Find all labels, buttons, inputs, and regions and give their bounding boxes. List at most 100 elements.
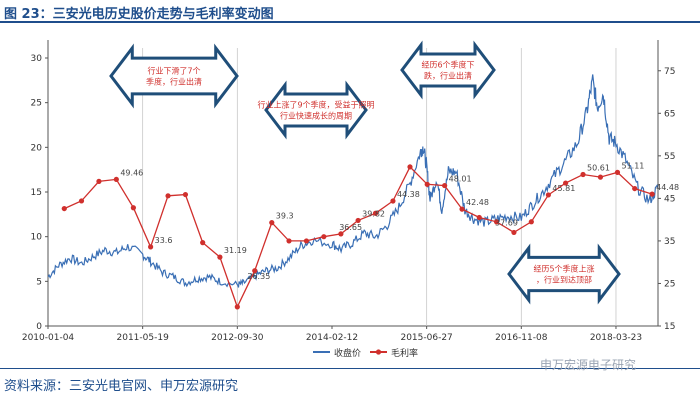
x-axis-tick-label: 2015-06-27 bbox=[400, 333, 452, 343]
margin-marker bbox=[182, 191, 189, 198]
x-axis-tick-label: 2016-11-08 bbox=[495, 333, 548, 343]
x-axis-tick-label: 2018-03-23 bbox=[590, 333, 642, 343]
margin-marker bbox=[217, 254, 223, 260]
price-series bbox=[48, 74, 658, 288]
margin-marker bbox=[632, 185, 638, 192]
title-bar: 图 23：三安光电历史股价走势与毛利率变动图 bbox=[0, 0, 700, 23]
double-arrow-shape bbox=[264, 80, 368, 140]
data-label: 45.81 bbox=[552, 184, 575, 193]
annotation-text: 经历6个季度下 bbox=[421, 60, 474, 70]
data-label: 26.35 bbox=[247, 272, 270, 281]
annotation-text: 跌，行业出清 bbox=[424, 71, 472, 81]
left-axis-tick-label: 0 bbox=[36, 322, 42, 332]
data-label: 36.65 bbox=[339, 223, 362, 232]
source-divider bbox=[0, 368, 700, 369]
margin-marker bbox=[148, 244, 154, 250]
price-line bbox=[48, 74, 658, 288]
right-axis-tick-label: 75 bbox=[664, 67, 675, 77]
data-label: 33.6 bbox=[155, 236, 173, 245]
margin-marker bbox=[78, 198, 85, 204]
margin-marker bbox=[200, 240, 206, 246]
data-label: 50.61 bbox=[587, 164, 610, 173]
chart-legend: 收盘价 毛利率 bbox=[313, 347, 418, 359]
margin-marker bbox=[113, 176, 119, 183]
margin-marker bbox=[269, 220, 275, 226]
right-axis-tick-label: 65 bbox=[664, 109, 675, 119]
data-label: 39.3 bbox=[276, 212, 294, 221]
price-margin-chart: 0 5 10 15 20 25 30 15 25 35 45 55 65 75 2010-01-04 2011… bbox=[22, 40, 679, 359]
margin-marker bbox=[130, 205, 136, 211]
margin-marker bbox=[407, 164, 413, 170]
margin-marker bbox=[252, 268, 258, 274]
x-axis-tick-label: 2014-02-12 bbox=[306, 333, 358, 343]
margin-marker bbox=[614, 169, 621, 175]
source-note: 资料来源：三安光电官网、申万宏源研究 bbox=[4, 379, 239, 394]
double-arrow-shape bbox=[109, 43, 239, 109]
margin-marker bbox=[165, 193, 171, 199]
margin-marker bbox=[372, 210, 379, 216]
margin-marker bbox=[338, 231, 344, 237]
double-arrow-shape bbox=[507, 243, 621, 305]
margin-marker bbox=[649, 191, 655, 197]
margin-marker bbox=[286, 238, 292, 244]
margin-series bbox=[61, 164, 655, 310]
data-label: 44.48 bbox=[656, 183, 679, 192]
annotation-text: 经历5个季度上涨 bbox=[533, 264, 594, 274]
x-axis-tick-label: 2012-09-30 bbox=[211, 333, 264, 343]
data-label: 49.46 bbox=[120, 168, 143, 177]
left-axis-tick-label: 5 bbox=[36, 277, 42, 287]
margin-marker bbox=[303, 238, 310, 244]
right-axis-tick-label: 25 bbox=[664, 279, 675, 289]
left-axis-tick-label: 25 bbox=[31, 99, 42, 109]
annotation-arrow-4: 经历5个季度上涨，行业到达顶部 bbox=[507, 243, 621, 305]
right-axis-tick-label: 55 bbox=[664, 152, 675, 162]
margin-marker bbox=[424, 181, 430, 187]
margin-marker bbox=[563, 180, 569, 186]
margin-marker bbox=[442, 182, 448, 189]
x-axis-tick-label: 2011-05-19 bbox=[117, 333, 170, 343]
chart-title: 图 23：三安光电历史股价走势与毛利率变动图 bbox=[4, 7, 274, 22]
margin-marker bbox=[580, 171, 586, 178]
margin-marker bbox=[96, 178, 102, 184]
data-label: 51.11 bbox=[621, 161, 644, 170]
data-label: 44.38 bbox=[397, 190, 420, 199]
margin-marker bbox=[511, 229, 517, 236]
right-axis-tick-label: 45 bbox=[664, 194, 675, 204]
margin-marker bbox=[234, 304, 240, 310]
legend-margin-marker bbox=[375, 349, 382, 355]
left-axis-tick-label: 10 bbox=[31, 233, 43, 243]
data-labels: 26.35 36.65 37.69 49.46 33.6 31.19 39.3 39.82 44… bbox=[120, 161, 679, 281]
annotation-text: 行业上涨了9个季度，受益于照明 bbox=[257, 100, 374, 110]
annotation-text: 季度，行业出清 bbox=[146, 77, 202, 87]
margin-marker bbox=[390, 198, 396, 204]
margin-marker bbox=[545, 192, 551, 198]
right-axis-tick-label: 35 bbox=[664, 237, 675, 247]
margin-marker bbox=[597, 174, 604, 180]
margin-marker bbox=[355, 217, 361, 224]
annotation-text: 行业快速成长的周期 bbox=[280, 111, 352, 121]
data-label: 42.48 bbox=[466, 198, 489, 207]
left-axis-tick-label: 30 bbox=[31, 54, 43, 64]
annotation-arrows: 行业下滑了7个季度，行业出清行业上涨了9个季度，受益于照明行业快速成长的周期经历… bbox=[109, 40, 621, 305]
annotation-text: ，行业到达顶部 bbox=[536, 275, 592, 285]
data-label: 37.69 bbox=[495, 218, 518, 227]
left-axis-tick-label: 15 bbox=[31, 188, 42, 198]
margin-marker bbox=[321, 234, 327, 240]
chart-axes: 0 5 10 15 20 25 30 15 25 35 45 55 65 75 2010-01-04 2011… bbox=[22, 40, 675, 343]
double-arrow-shape bbox=[400, 40, 496, 100]
left-axis-tick-label: 20 bbox=[31, 143, 43, 153]
legend-price-label: 收盘价 bbox=[334, 347, 361, 359]
data-label: 39.82 bbox=[362, 209, 385, 218]
margin-marker bbox=[528, 219, 534, 225]
watermark-text: 申万宏源电子研究 bbox=[540, 358, 637, 372]
right-axis-tick-label: 15 bbox=[664, 322, 675, 332]
annotation-text: 行业下滑了7个 bbox=[147, 66, 200, 76]
x-axis-tick-label: 2010-01-04 bbox=[22, 333, 75, 343]
margin-marker bbox=[476, 214, 482, 221]
margin-marker bbox=[493, 219, 500, 225]
title-divider bbox=[0, 21, 700, 23]
margin-marker bbox=[459, 206, 465, 212]
